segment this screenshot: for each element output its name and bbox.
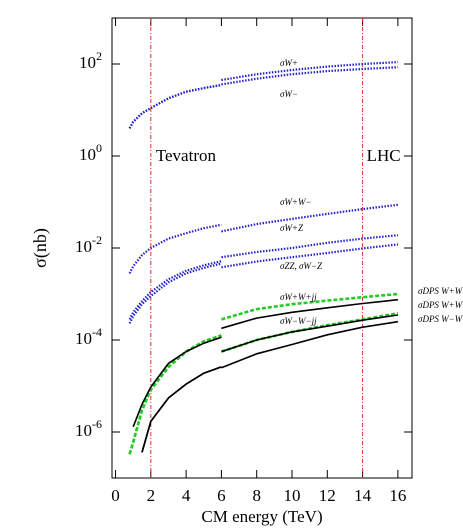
series-label: σW− (280, 89, 298, 99)
x-tick-label: 14 (354, 486, 372, 505)
series-line (128, 292, 399, 455)
series-label: σW+W− (280, 197, 312, 207)
series-line (128, 203, 399, 274)
series-line (141, 320, 399, 453)
x-tick-label: 12 (319, 486, 336, 505)
series-label: σW+W+jj (280, 292, 317, 302)
series-line (128, 243, 399, 324)
series-label: σDPS W−W− (418, 314, 463, 324)
series-line (132, 298, 398, 428)
x-tick-label: 16 (389, 486, 406, 505)
series-line (128, 66, 398, 129)
annotation: Tevatron (156, 146, 217, 165)
x-tick-label: 10 (284, 486, 301, 505)
x-axis-label: CM energy (TeV) (201, 507, 322, 526)
x-tick-label: 8 (252, 486, 261, 505)
x-tick-label: 4 (182, 486, 191, 505)
x-tick-label: 2 (147, 486, 156, 505)
series-label: σW+ (280, 58, 298, 68)
y-tick-label: 102 (79, 49, 102, 72)
x-tick-label: 0 (111, 486, 120, 505)
y-tick-label: 10-6 (75, 417, 102, 440)
series-label: σW+Z (280, 223, 304, 233)
series-label: σDPS W+W− (418, 286, 463, 296)
y-tick-label: 10-4 (75, 325, 102, 348)
y-tick-label: 100 (79, 141, 102, 164)
series-line (141, 314, 399, 453)
annotation: LHC (367, 146, 401, 165)
series-line (128, 312, 399, 455)
series-label: σW−W−jj (280, 316, 317, 326)
x-tick-label: 6 (217, 486, 226, 505)
series-line (128, 234, 399, 320)
y-axis-label: σ(nb) (30, 228, 51, 268)
series-label: σZZ, σW−Z (280, 261, 323, 271)
series-line (128, 61, 398, 129)
plot-frame (111, 17, 413, 479)
series-label: σDPS W+W+ (418, 300, 463, 310)
y-tick-label: 10-2 (75, 233, 102, 256)
